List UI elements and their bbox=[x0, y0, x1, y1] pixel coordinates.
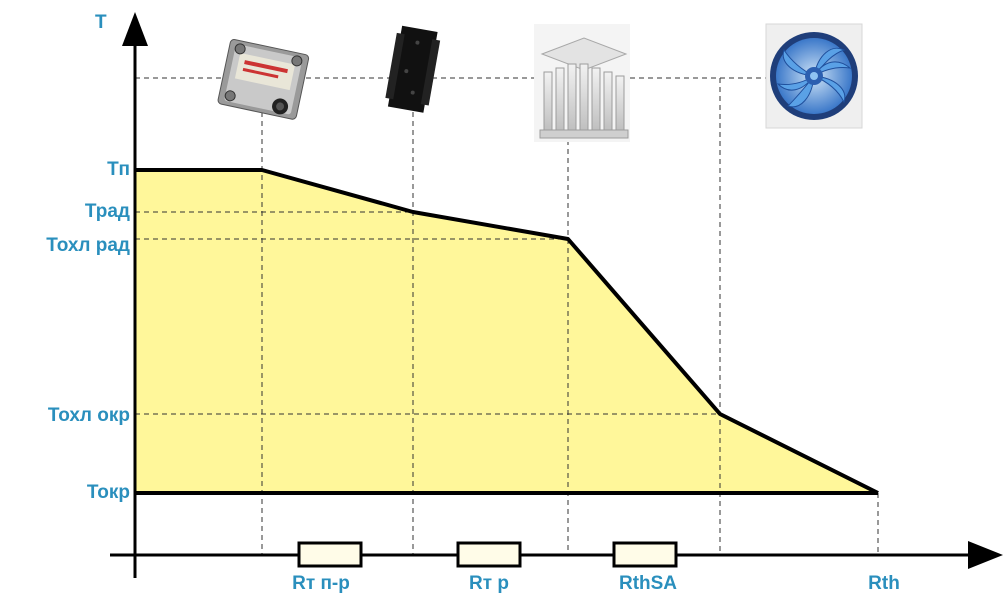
solid-state-relay-icon bbox=[217, 38, 310, 120]
y-tick-tp: Тп bbox=[107, 159, 130, 180]
y-tick-tohl-rad: Тохл рад bbox=[46, 235, 130, 256]
y-axis-arrow-icon bbox=[122, 12, 148, 46]
resistor-label-rt-pr: Rт п-р bbox=[292, 573, 350, 594]
horizontal-guides bbox=[135, 77, 768, 415]
y-tick-tokr: Токр bbox=[86, 482, 130, 503]
resistor-label-rthsa: RthSA bbox=[618, 573, 678, 594]
cooling-fan-icon bbox=[765, 23, 863, 129]
resistor-rt-pr-icon bbox=[297, 541, 363, 568]
y-tick-tohl-okr: Тохл окр bbox=[47, 405, 130, 426]
resistor-rthsa-icon bbox=[612, 541, 678, 568]
resistor-label-rth: Rth bbox=[868, 573, 900, 594]
resistor-rt-r-icon bbox=[456, 541, 522, 568]
x-axis-arrow-icon bbox=[968, 541, 1003, 569]
temperature-profile-line bbox=[135, 168, 879, 495]
thermal-pad-icon bbox=[385, 25, 441, 113]
vertical-guides bbox=[261, 78, 879, 555]
resistor-label-rt-r: Rт р bbox=[469, 573, 509, 594]
y-tick-trad: Трад bbox=[84, 201, 130, 222]
heatsink-icon bbox=[534, 24, 630, 142]
temperature-area bbox=[135, 170, 878, 493]
y-axis-label: T bbox=[95, 12, 107, 33]
resistor-symbols bbox=[297, 541, 678, 568]
